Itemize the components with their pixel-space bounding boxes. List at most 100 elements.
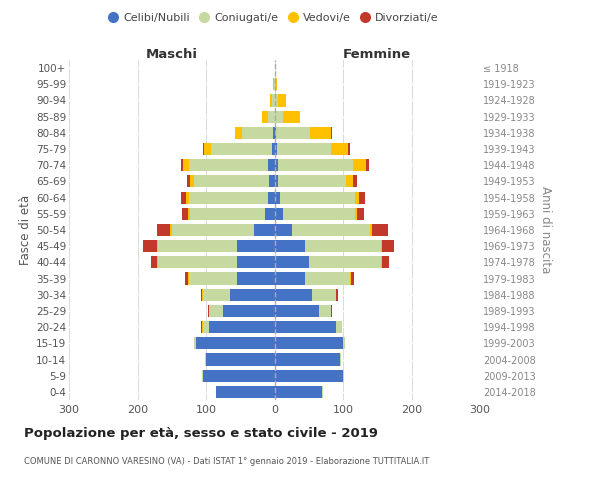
- Bar: [275, 321, 341, 333]
- Bar: [275, 224, 373, 236]
- Bar: [275, 192, 280, 203]
- Bar: [275, 338, 345, 349]
- Bar: [189, 272, 275, 284]
- Bar: [194, 176, 275, 188]
- Bar: [275, 338, 345, 349]
- Bar: [203, 321, 275, 333]
- Bar: [209, 305, 275, 317]
- Bar: [202, 370, 275, 382]
- Bar: [275, 256, 380, 268]
- Bar: [275, 288, 312, 301]
- Bar: [211, 143, 275, 155]
- Bar: [275, 192, 359, 203]
- Bar: [275, 386, 323, 398]
- Bar: [151, 256, 275, 268]
- Bar: [242, 127, 275, 139]
- Bar: [275, 127, 331, 139]
- Bar: [187, 176, 275, 188]
- Bar: [273, 127, 275, 139]
- Bar: [209, 305, 275, 317]
- Bar: [275, 110, 283, 122]
- Bar: [275, 288, 338, 301]
- Bar: [275, 288, 336, 301]
- Bar: [275, 176, 356, 188]
- Bar: [172, 224, 275, 236]
- Bar: [275, 354, 341, 366]
- Bar: [275, 159, 278, 172]
- Bar: [275, 272, 305, 284]
- Bar: [275, 370, 344, 382]
- Y-axis label: Anni di nascita: Anni di nascita: [539, 186, 552, 274]
- Bar: [268, 192, 275, 203]
- Bar: [275, 110, 300, 122]
- Bar: [275, 256, 389, 268]
- Bar: [275, 305, 331, 317]
- Bar: [273, 78, 275, 90]
- Bar: [215, 386, 275, 398]
- Bar: [275, 78, 277, 90]
- Bar: [215, 386, 275, 398]
- Bar: [275, 127, 332, 139]
- Bar: [275, 143, 350, 155]
- Bar: [272, 143, 275, 155]
- Bar: [230, 288, 275, 301]
- Bar: [194, 338, 275, 349]
- Bar: [262, 110, 275, 122]
- Bar: [275, 321, 336, 333]
- Bar: [182, 208, 275, 220]
- Bar: [158, 240, 275, 252]
- Bar: [275, 208, 355, 220]
- Bar: [275, 224, 370, 236]
- Bar: [275, 192, 355, 203]
- Bar: [275, 127, 310, 139]
- Bar: [237, 240, 275, 252]
- Bar: [200, 288, 275, 301]
- Bar: [270, 94, 275, 106]
- Bar: [273, 78, 275, 90]
- Bar: [275, 386, 323, 398]
- Bar: [274, 78, 275, 90]
- Bar: [202, 370, 275, 382]
- Bar: [275, 272, 350, 284]
- Bar: [275, 159, 353, 172]
- Bar: [275, 143, 331, 155]
- Bar: [194, 338, 275, 349]
- Bar: [275, 354, 340, 366]
- Bar: [275, 370, 344, 382]
- Bar: [275, 127, 276, 139]
- Bar: [185, 272, 275, 284]
- Bar: [269, 176, 275, 188]
- Bar: [272, 94, 275, 106]
- Bar: [275, 224, 388, 236]
- Bar: [275, 338, 345, 349]
- Bar: [205, 354, 275, 366]
- Bar: [202, 288, 275, 301]
- Bar: [143, 240, 275, 252]
- Bar: [275, 143, 277, 155]
- Bar: [205, 354, 275, 366]
- Bar: [265, 208, 275, 220]
- Bar: [190, 176, 275, 188]
- Bar: [202, 370, 275, 382]
- Bar: [189, 159, 275, 172]
- Bar: [275, 208, 283, 220]
- Bar: [262, 110, 275, 122]
- Bar: [205, 354, 275, 366]
- Bar: [237, 256, 275, 268]
- Y-axis label: Fasce di età: Fasce di età: [19, 195, 32, 265]
- Bar: [275, 256, 382, 268]
- Legend: Celibi/Nubili, Coniugati/e, Vedovi/e, Divorziati/e: Celibi/Nubili, Coniugati/e, Vedovi/e, Di…: [103, 8, 443, 28]
- Bar: [275, 370, 344, 382]
- Bar: [275, 288, 336, 301]
- Bar: [254, 224, 275, 236]
- Bar: [223, 305, 275, 317]
- Bar: [275, 370, 343, 382]
- Bar: [196, 338, 275, 349]
- Bar: [188, 208, 275, 220]
- Bar: [208, 305, 275, 317]
- Text: Popolazione per età, sesso e stato civile - 2019: Popolazione per età, sesso e stato civil…: [24, 428, 378, 440]
- Bar: [203, 143, 275, 155]
- Bar: [275, 240, 305, 252]
- Bar: [268, 159, 275, 172]
- Bar: [188, 272, 275, 284]
